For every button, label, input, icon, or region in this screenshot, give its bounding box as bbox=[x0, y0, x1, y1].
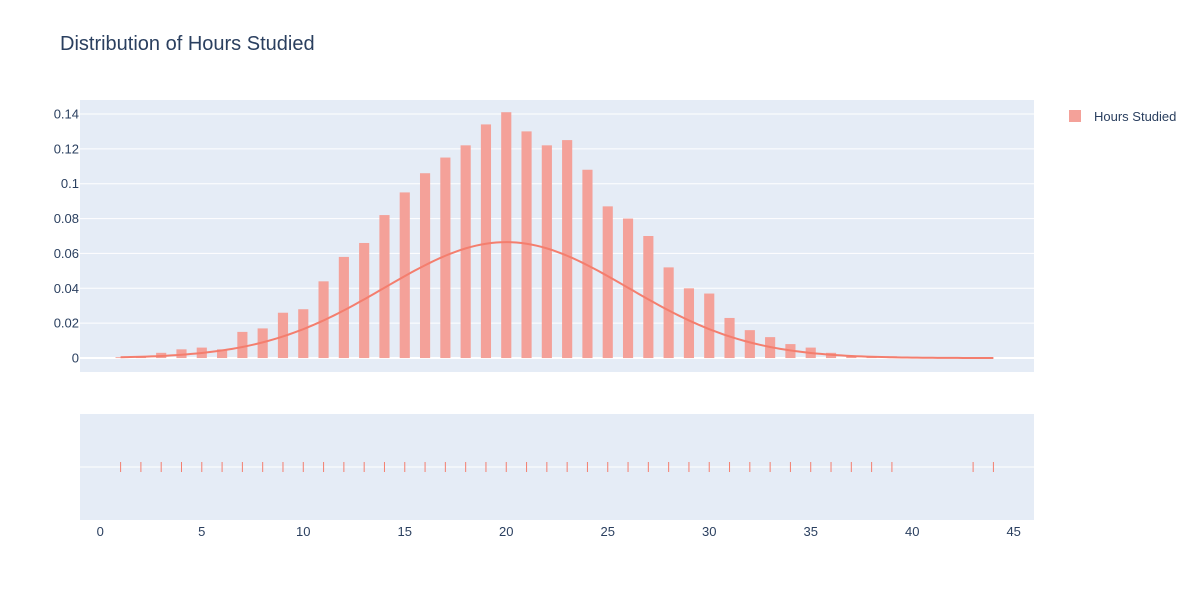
histogram-bar[interactable] bbox=[724, 317, 735, 359]
legend-label: Hours Studied bbox=[1094, 109, 1176, 124]
x-tick-label: 25 bbox=[601, 524, 615, 539]
y-tick-label: 0 bbox=[72, 351, 79, 366]
histogram-bar[interactable] bbox=[379, 215, 390, 359]
main-plot-area[interactable] bbox=[80, 100, 1034, 372]
y-tick-label: 0.04 bbox=[54, 281, 79, 296]
x-tick-label: 40 bbox=[905, 524, 919, 539]
histogram-bar[interactable] bbox=[562, 140, 573, 359]
x-tick-label: 15 bbox=[398, 524, 412, 539]
y-tick-label: 0.12 bbox=[54, 141, 79, 156]
histogram-bar[interactable] bbox=[501, 112, 512, 359]
y-tick-label: 0.06 bbox=[54, 246, 79, 261]
histogram-bar[interactable] bbox=[602, 206, 613, 359]
y-tick-label: 0.1 bbox=[61, 176, 79, 191]
rug-marks bbox=[120, 462, 994, 472]
histogram-bar[interactable] bbox=[237, 331, 248, 359]
histogram-bar[interactable] bbox=[277, 312, 289, 359]
histogram-bar[interactable] bbox=[582, 169, 593, 359]
histogram-bar[interactable] bbox=[744, 330, 755, 359]
histogram-bar[interactable] bbox=[643, 236, 654, 359]
histogram-bar[interactable] bbox=[217, 349, 228, 359]
y-tick-label: 0.08 bbox=[54, 211, 79, 226]
histogram-bar[interactable] bbox=[704, 293, 715, 359]
histogram-bar[interactable] bbox=[115, 357, 126, 359]
y-tick-labels: 0 0.02 0.04 0.06 0.08 0.1 0.12 0.14 bbox=[54, 106, 79, 365]
x-tick-label: 20 bbox=[499, 524, 513, 539]
x-tick-label: 35 bbox=[803, 524, 817, 539]
legend-swatch bbox=[1069, 110, 1081, 122]
x-tick-label: 10 bbox=[296, 524, 310, 539]
histogram-bar[interactable] bbox=[480, 124, 492, 359]
histogram-bar[interactable] bbox=[338, 256, 349, 359]
histogram-bar[interactable] bbox=[683, 288, 695, 359]
x-tick-label: 30 bbox=[702, 524, 716, 539]
histogram-bar[interactable] bbox=[298, 309, 309, 359]
histogram-bar[interactable] bbox=[460, 145, 471, 359]
x-tick-label: 45 bbox=[1006, 524, 1020, 539]
density-curve bbox=[120, 241, 994, 360]
histogram-bar[interactable] bbox=[359, 242, 370, 359]
x-tick-label: 0 bbox=[97, 524, 104, 539]
histogram-bar[interactable] bbox=[846, 356, 857, 359]
chart-title: Distribution of Hours Studied bbox=[60, 33, 315, 55]
y-tick-label: 0.14 bbox=[54, 106, 79, 121]
y-tick-label: 0.02 bbox=[54, 316, 79, 331]
legend[interactable]: Hours Studied bbox=[1069, 109, 1176, 124]
x-tick-label: 5 bbox=[198, 524, 205, 539]
histogram-bar[interactable] bbox=[176, 349, 187, 359]
histogram-bar[interactable] bbox=[663, 267, 674, 359]
x-tick-labels: 0 5 10 15 20 25 30 35 40 45 bbox=[97, 524, 1021, 539]
histogram-bar[interactable] bbox=[440, 157, 451, 359]
histogram-bar[interactable] bbox=[541, 145, 552, 359]
